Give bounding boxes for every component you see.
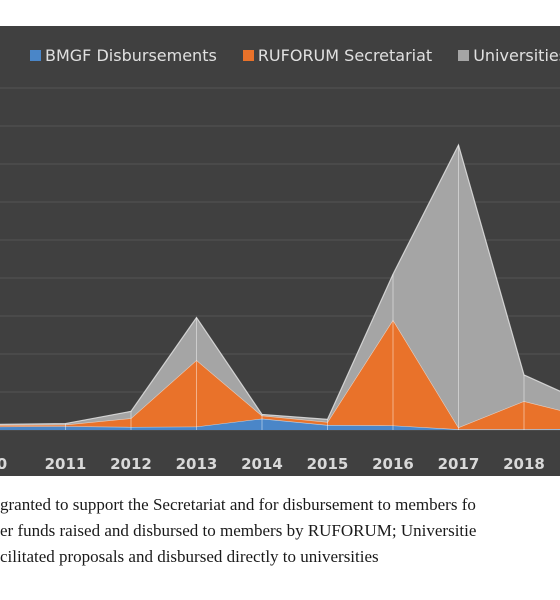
legend-item-bmgf: BMGF Disbursements [30,46,217,65]
figure-caption: granted to support the Secretariat and f… [0,492,560,570]
area-series-2 [0,145,560,428]
caption-line: er funds raised and disbursed to members… [0,521,477,540]
legend-item-universities: Universities [458,46,560,65]
legend-swatch-universities [458,50,470,61]
x-tick-label: 0 [0,455,7,473]
legend: BMGF Disbursements RUFORUM Secretariat U… [30,46,560,65]
x-tick-label: 2016 [372,455,414,473]
legend-swatch-bmgf [30,50,41,61]
legend-swatch-secretariat [242,50,254,61]
x-tick-label: 2014 [241,455,283,473]
x-tick-label: 2011 [45,455,87,473]
caption-line: granted to support the Secretariat and f… [0,495,476,514]
area-edge-2 [0,143,560,425]
x-tick-label: 2017 [438,455,480,473]
stacked-area-chart: 0 2011 2012 2013 2014 2015 2016 2017 2018 [0,87,560,473]
legend-label-bmgf: BMGF Disbursements [45,46,217,65]
x-tick-label: 2013 [176,455,218,473]
x-tick-label: 2012 [110,455,152,473]
x-tick-label: 2015 [307,455,349,473]
area-edge-1 [0,318,560,429]
legend-label-universities: Universities [473,46,560,65]
legend-item-secretariat: RUFORUM Secretariat [242,46,433,65]
x-tick-label: 2018 [503,455,545,473]
legend-label-secretariat: RUFORUM Secretariat [257,46,433,65]
caption-line: cilitated proposals and disbursed direct… [0,547,379,566]
area-series-1 [0,319,560,430]
chart-panel: 0 2011 2012 2013 2014 2015 2016 2017 2018 BMGF D… [0,26,560,476]
